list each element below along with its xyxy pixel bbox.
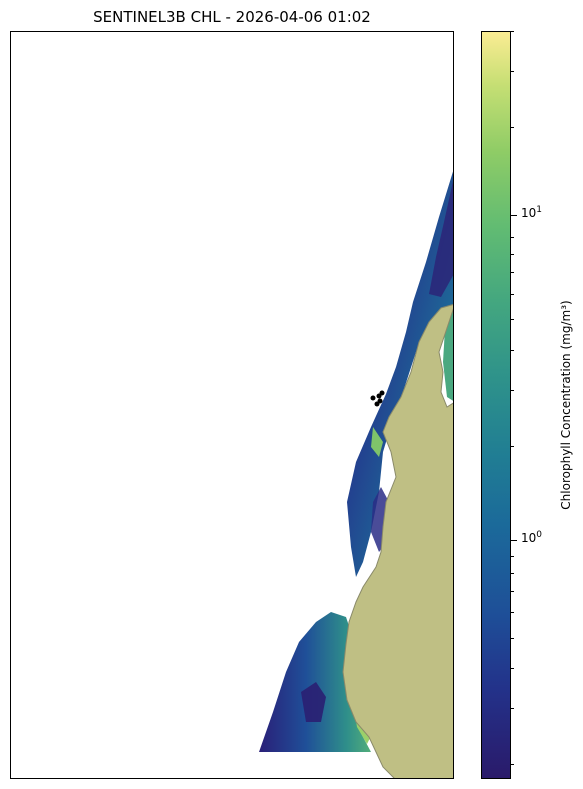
- colorbar-minor-tick: [511, 612, 514, 613]
- colorbar-minor-tick: [511, 708, 514, 709]
- satellite-swath-north: [347, 171, 453, 577]
- colorbar-minor-tick: [511, 272, 514, 273]
- colorbar-tick-label-1: 100: [521, 530, 543, 545]
- colorbar-major-tick: [511, 215, 517, 216]
- colorbar-minor-tick: [511, 319, 514, 320]
- deep-water-band: [429, 181, 453, 297]
- colorbar-minor-tick: [511, 638, 514, 639]
- colorbar-minor-tick: [511, 71, 514, 72]
- observation-markers[interactable]: [370, 390, 385, 407]
- land-mass: [342, 304, 453, 778]
- colorbar-minor-tick: [511, 764, 514, 765]
- colorbar-minor-tick: [511, 294, 514, 295]
- colorbar-minor-tick: [511, 254, 514, 255]
- eddy-patch: [301, 682, 326, 722]
- colorbar: [481, 31, 511, 779]
- colorbar-minor-tick: [511, 390, 514, 391]
- colorbar-minor-tick: [511, 446, 514, 447]
- colorbar-tick-label-10: 101: [521, 205, 543, 220]
- colorbar-label: Chlorophyll Concentration (mg/m³): [559, 300, 573, 510]
- colorbar-minor-tick: [511, 573, 514, 574]
- colorbar-minor-tick: [511, 237, 514, 238]
- colorbar-minor-tick: [511, 591, 514, 592]
- colorbar-minor-tick: [511, 31, 514, 32]
- colorbar-minor-tick: [511, 350, 514, 351]
- colorbar-minor-tick: [511, 668, 514, 669]
- colorbar-minor-tick: [511, 556, 514, 557]
- coastal-bloom: [371, 427, 383, 457]
- chlorophyll-map[interactable]: [10, 31, 454, 779]
- map-title: SENTINEL3B CHL - 2026-04-06 01:02: [93, 8, 371, 26]
- colorbar-minor-tick: [511, 127, 514, 128]
- colorbar-major-tick: [511, 540, 517, 541]
